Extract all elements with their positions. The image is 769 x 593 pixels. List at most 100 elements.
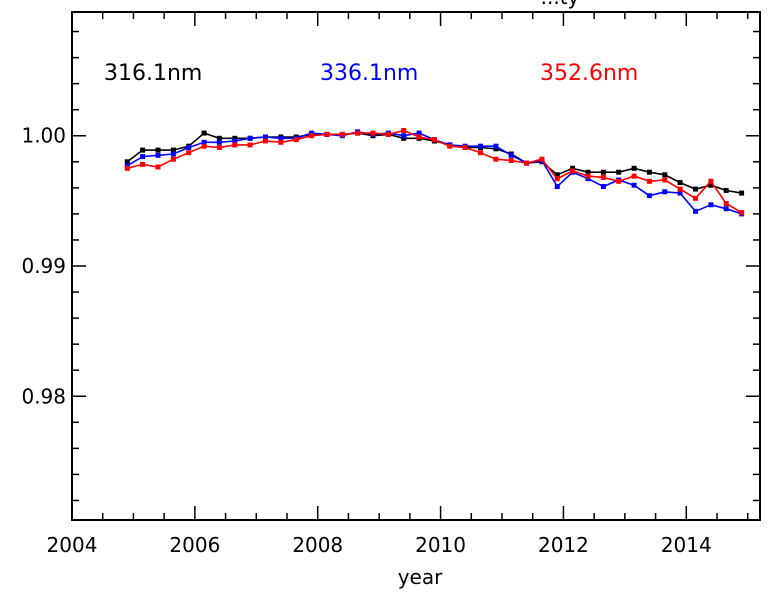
data-point-2: [140, 161, 146, 167]
data-point-1: [170, 151, 176, 157]
data-point-2: [155, 164, 161, 170]
data-point-1: [723, 206, 729, 212]
data-point-0: [124, 159, 130, 165]
data-point-1: [140, 154, 146, 160]
series-label-352: 352.6nm: [540, 61, 638, 86]
data-point-1: [216, 139, 222, 145]
plot-frame: [71, 11, 761, 521]
data-point-1: [677, 190, 683, 196]
data-point-1: [201, 139, 207, 145]
data-point-2: [355, 130, 361, 136]
data-point-1: [401, 133, 407, 139]
data-point-1: [708, 202, 714, 208]
data-point-1: [646, 193, 652, 199]
data-point-1: [186, 145, 192, 150]
data-point-2: [186, 150, 192, 156]
series-label-316: 316.1nm: [104, 61, 202, 86]
data-point-2: [263, 138, 268, 144]
data-point-2: [216, 145, 222, 150]
data-point-0: [646, 169, 652, 175]
data-point-2: [677, 186, 683, 192]
data-point-0: [616, 169, 622, 175]
data-point-1: [631, 182, 637, 188]
data-point-0: [140, 147, 146, 153]
data-point-2: [293, 137, 299, 143]
data-point-2: [309, 133, 315, 139]
data-point-0: [631, 165, 637, 171]
data-point-2: [201, 143, 207, 149]
data-point-2: [493, 156, 499, 162]
data-point-0: [232, 135, 238, 141]
y-tick-label: 0.99: [21, 254, 66, 278]
data-point-2: [646, 178, 652, 184]
data-point-0: [493, 146, 499, 152]
data-point-0: [739, 190, 745, 196]
data-point-0: [708, 182, 714, 188]
x-axis: 2004 2006 2008 2010 2012 2014: [47, 12, 749, 557]
data-point-2: [554, 176, 560, 182]
data-point-0: [693, 186, 698, 192]
data-point-2: [324, 131, 330, 137]
x-tick-label: 2008: [292, 533, 343, 557]
data-point-1: [124, 163, 130, 169]
data-point-1: [478, 143, 483, 149]
data-point-1: [693, 208, 698, 214]
x-axis-label: year: [398, 565, 443, 589]
data-point-2: [462, 145, 468, 150]
data-point-1: [493, 143, 499, 149]
x-tick-label: 2010: [415, 533, 466, 557]
data-point-2: [708, 178, 714, 184]
data-point-2: [585, 173, 591, 179]
data-point-2: [447, 143, 453, 149]
data-point-0: [401, 135, 407, 141]
data-point-1: [309, 130, 315, 136]
data-point-2: [278, 139, 284, 145]
data-point-0: [554, 172, 560, 178]
data-point-2: [385, 131, 391, 137]
data-point-0: [170, 147, 176, 153]
data-point-1: [278, 135, 284, 141]
data-point-2: [431, 137, 437, 143]
data-point-2: [339, 131, 345, 137]
data-point-2: [662, 177, 668, 183]
data-point-1: [232, 138, 238, 144]
data-point-2: [600, 174, 606, 180]
x-tick-label: 2006: [169, 533, 220, 557]
x-tick-label: 2014: [661, 533, 712, 557]
data-point-2: [631, 173, 637, 179]
data-point-0: [201, 130, 207, 136]
plot-area: [124, 128, 745, 217]
data-point-0: [155, 147, 161, 153]
data-point-2: [693, 195, 698, 201]
data-point-1: [416, 130, 422, 136]
data-point-1: [554, 184, 560, 189]
data-point-2: [723, 201, 729, 206]
data-point-1: [600, 184, 606, 189]
data-point-2: [570, 168, 576, 174]
data-point-1: [585, 176, 591, 182]
chart-title: ...ty: [541, 0, 580, 9]
data-point-2: [416, 134, 422, 140]
x-tick-label: 2012: [538, 533, 589, 557]
data-point-0: [600, 169, 606, 175]
data-point-2: [124, 165, 130, 171]
data-point-1: [155, 152, 161, 158]
data-point-2: [232, 142, 238, 148]
data-point-1: [508, 152, 514, 158]
data-point-2: [247, 142, 253, 148]
data-point-2: [370, 130, 376, 136]
data-point-0: [216, 135, 222, 141]
data-point-0: [723, 188, 729, 193]
data-point-1: [662, 189, 668, 195]
data-point-2: [539, 156, 545, 162]
x-tick-label: 2004: [47, 533, 98, 557]
data-point-2: [478, 150, 483, 156]
data-point-2: [616, 178, 622, 184]
data-point-0: [570, 165, 576, 171]
data-point-0: [677, 180, 683, 186]
data-point-0: [662, 172, 668, 178]
y-axis: 0.98 0.99 1.00: [21, 30, 760, 502]
data-point-2: [170, 156, 176, 162]
data-point-2: [508, 158, 514, 163]
